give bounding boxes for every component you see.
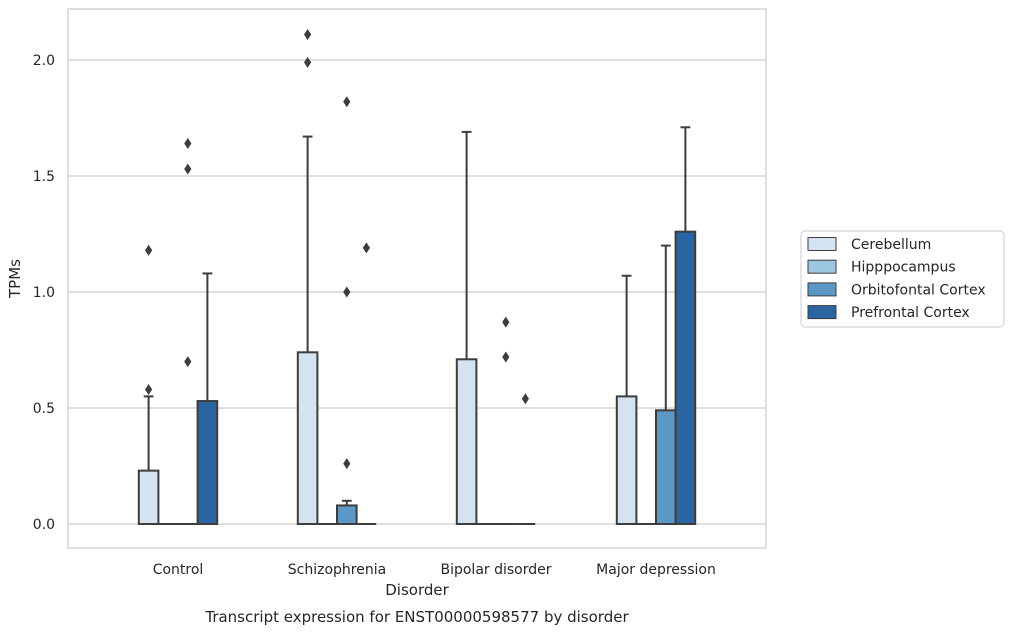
outlier-point [145,244,153,256]
box-prefrontal-cortex [515,393,536,525]
box-body [455,358,478,525]
y-tick-label: 1.0 [33,285,55,301]
outlier-point [521,393,529,405]
box-body [296,351,319,525]
x-tick-label: Schizophrenia [288,562,386,578]
legend-swatch [807,305,837,320]
x-tick-labels: Control Schizophrenia Bipolar disorder Majo… [153,562,716,578]
legend-swatch [807,259,837,274]
box-cerebellum [455,130,478,525]
y-axis-label: TPMs [6,259,24,299]
box-orbitofontal-cortex [655,244,677,526]
y-tick-label: 2.0 [33,53,55,69]
y-tick-label: 1.5 [33,169,55,185]
box-body [655,409,677,526]
outlier-point [184,356,192,368]
box-orbitofontal-cortex [336,96,358,526]
legend-swatch [807,237,837,251]
plot-area-frame [67,8,767,549]
x-tick-label: Bipolar disorder [440,562,551,578]
outlier-point [304,28,312,40]
x-axis-label: Disorder [385,581,449,599]
legend-label: Cerebellum [851,237,931,253]
outlier-point [304,56,312,68]
y-tick-label: 0.0 [33,517,55,533]
legend-label: Orbitofontal Cortex [851,282,986,298]
box-body [196,400,219,526]
chart-caption: Transcript expression for ENST0000059857… [204,608,629,626]
box-orbitofontal-cortex [496,316,516,525]
outlier-point [502,316,510,328]
box-body [615,395,638,525]
legend-label: Prefrontal Cortex [851,305,970,321]
box-cerebellum [296,28,319,525]
box-prefrontal-cortex [356,242,377,525]
box-cerebellum [615,274,638,525]
box-body [336,504,358,526]
outlier-point [184,163,192,175]
x-tick-label: Control [153,562,204,578]
legend: Cerebellum Hipppocampus Orbitofontal Corte… [800,230,1005,328]
y-tick-labels: 0.0 0.5 1.0 1.5 2.0 [33,53,55,533]
outlier-point [145,383,153,395]
box-body [674,230,697,525]
box-cerebellum [137,244,160,526]
outlier-point [184,138,192,150]
outlier-point [343,458,351,470]
y-tick-label: 0.5 [33,401,55,417]
legend-frame [800,230,1005,328]
box-prefrontal-cortex [674,126,697,525]
box-orbitofontal-cortex [178,138,198,525]
outlier-point [502,351,510,363]
box-prefrontal-cortex [196,272,219,526]
outlier-point [343,286,351,298]
outlier-point [343,96,351,108]
legend-label: Hipppocampus [851,260,956,276]
legend-swatch [807,282,837,297]
outlier-point [362,242,370,254]
box-body [137,469,160,526]
x-tick-label: Major depression [596,562,716,578]
box-plot-marks [137,28,697,526]
